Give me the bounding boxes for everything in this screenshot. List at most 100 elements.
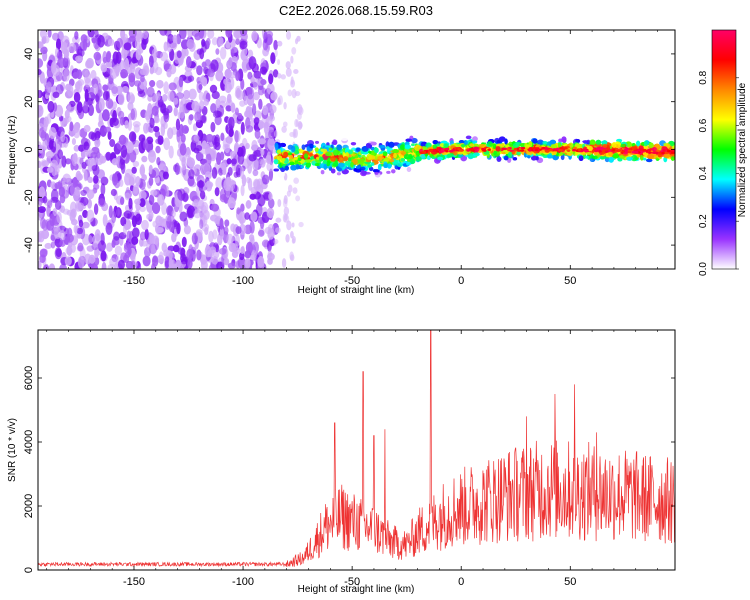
noise-blob (107, 38, 115, 46)
noise-blob (43, 120, 48, 133)
noise-blob (150, 189, 158, 196)
noise-blob (203, 98, 209, 106)
signal-blob (320, 148, 328, 153)
noise-blob (285, 233, 290, 243)
signal-peak-blob (513, 147, 518, 151)
noise-blob (66, 84, 74, 97)
noise-blob (191, 100, 200, 112)
noise-blob (125, 141, 134, 154)
noise-blob (104, 126, 112, 133)
noise-blob (277, 73, 282, 79)
noise-blob (206, 37, 211, 46)
noise-blob (77, 242, 84, 252)
signal-blob (636, 140, 641, 147)
noise-blob (180, 133, 186, 143)
noise-blob (152, 125, 160, 133)
noise-blob (258, 158, 267, 165)
noise-blob (93, 51, 102, 61)
noise-blob (54, 181, 63, 190)
noise-blob (186, 248, 194, 261)
noise-blob (113, 231, 120, 241)
signal-blob (403, 153, 411, 160)
noise-blob (154, 130, 161, 138)
noise-blob (151, 255, 159, 267)
noise-blob (249, 220, 255, 234)
noise-blob (201, 223, 210, 232)
noise-blob (219, 46, 227, 60)
noise-blob (211, 256, 219, 265)
noise-blob (253, 179, 261, 191)
noise-blob (114, 245, 123, 256)
noise-blob (199, 190, 206, 200)
noise-blob (245, 142, 250, 150)
noise-blob (62, 173, 71, 183)
signal-peak-blob (519, 149, 525, 152)
signal-blob (465, 135, 472, 140)
noise-blob (148, 176, 154, 187)
signal-blob (611, 142, 617, 149)
noise-blob (193, 199, 199, 207)
signal-blob (354, 155, 359, 159)
signal-blob (294, 150, 300, 155)
noise-blob (267, 137, 276, 151)
signal-peak-blob (520, 146, 526, 150)
signal-blob (318, 156, 324, 162)
noise-blob (76, 227, 84, 235)
noise-blob (181, 236, 187, 248)
signal-blob (361, 169, 367, 176)
signal-blob (374, 171, 379, 175)
noise-blob (235, 71, 240, 82)
noise-blob (224, 81, 232, 94)
signal-peak-blob (558, 146, 564, 150)
noise-blob (222, 168, 227, 176)
signal-blob (400, 150, 407, 156)
signal-blob (383, 163, 389, 169)
snr-x-tick-label: 50 (564, 576, 576, 588)
signal-blob (305, 161, 311, 168)
noise-blob (55, 248, 62, 258)
noise-blob (90, 69, 97, 80)
noise-blob (119, 116, 125, 126)
noise-blob (277, 59, 281, 65)
signal-blob (437, 156, 444, 161)
noise-blob (112, 173, 118, 186)
noise-blob (100, 183, 106, 196)
signal-blob (348, 149, 353, 155)
noise-blob (38, 41, 44, 49)
spectrogram-panel: -150 -100 -50 0 50 -40 -20 0 20 40 Height of str… (7, 29, 676, 296)
signal-blob (528, 141, 533, 148)
noise-blob (184, 126, 189, 134)
noise-blob (223, 257, 230, 266)
noise-blob (199, 219, 204, 230)
signal-peak-blob (621, 150, 625, 153)
signal-peak-blob (645, 149, 649, 153)
signal-blob (284, 165, 289, 171)
noise-blob (268, 129, 275, 140)
noise-blob (224, 219, 230, 227)
signal-blob (288, 154, 294, 159)
signal-blob (495, 146, 501, 152)
signal-blob (342, 156, 349, 162)
noise-blob (238, 211, 247, 224)
signal-blob (631, 146, 638, 150)
noise-blob (141, 30, 149, 39)
noise-blob (230, 102, 236, 113)
noise-blob (180, 257, 188, 265)
signal-peak-blob (506, 148, 510, 151)
noise-blob (290, 230, 294, 239)
signal-blob (309, 144, 314, 149)
signal-blob (432, 140, 439, 145)
signal-blob (396, 162, 403, 168)
signal-peak-blob (444, 147, 450, 151)
signal-peak-blob (438, 150, 444, 153)
noise-blob (80, 189, 87, 197)
noise-blob (128, 197, 133, 210)
signal-blob (574, 151, 579, 156)
noise-blob (142, 255, 151, 267)
signal-blob (443, 143, 449, 148)
noise-blob (77, 255, 85, 269)
noise-blob (266, 240, 272, 252)
noise-blob (58, 186, 66, 198)
noise-blob (136, 31, 144, 39)
signal-peak-blob (627, 150, 632, 154)
